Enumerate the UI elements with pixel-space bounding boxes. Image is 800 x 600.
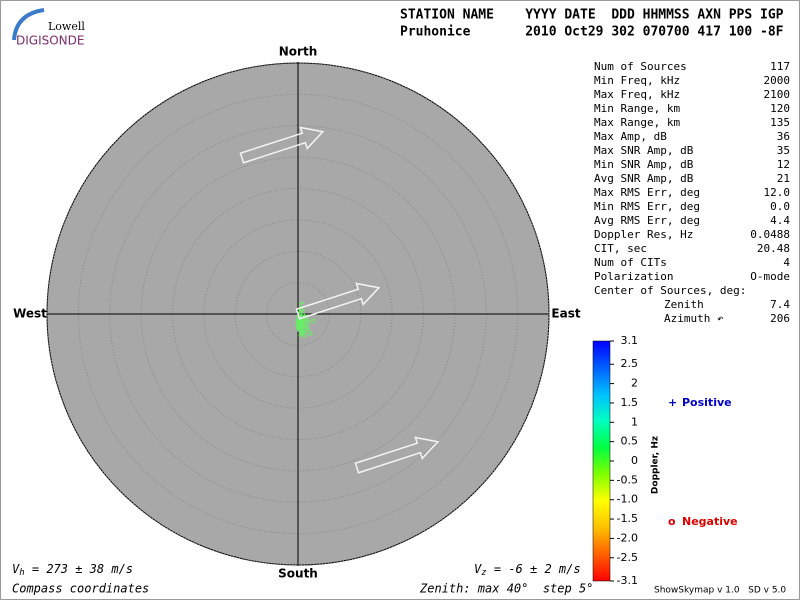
point-negative xyxy=(298,308,304,313)
point-negative xyxy=(302,332,307,338)
header-line: STATION NAME YYYY DATE DDD HHMMSS AXN PP… xyxy=(400,8,784,23)
velocity-arrows xyxy=(239,126,440,474)
point-negative xyxy=(296,318,301,324)
param-label: Num of CITs xyxy=(594,256,667,269)
param-label: Polarization xyxy=(594,270,673,283)
param-value: 20.48 xyxy=(757,242,790,255)
arrow xyxy=(239,126,325,164)
vz: Vz = -6 ± 2 m/s xyxy=(474,562,581,578)
param-value: 120 xyxy=(770,102,790,115)
colorbar: 3.1 2.5 2 1.5 1 0.5 0 -0.5 -1.0 -1.5 -2.0 -2.5 -3.1 D… xyxy=(592,334,738,587)
param-value: 0.0488 xyxy=(750,228,790,241)
center-title: Center of Sources, deg: xyxy=(594,284,746,297)
param-label: Min SNR Amp, dB xyxy=(594,158,694,171)
colorbar-tick-label: 2 xyxy=(631,377,638,390)
colorbar-tick-label: -2.5 xyxy=(617,551,638,564)
colorbar-tick-label: -1.0 xyxy=(617,493,638,506)
param-value: 135 xyxy=(770,116,790,129)
zenith-note: Zenith: max 40° step 5° xyxy=(419,582,593,596)
footer: ShowSkymap v 1.0 SD v 5.0 xyxy=(654,586,786,596)
param-value: 4.4 xyxy=(770,214,790,227)
arrow xyxy=(354,436,440,474)
param-value: 21 xyxy=(777,172,790,185)
point-negative xyxy=(296,327,302,332)
logo-swoosh xyxy=(12,8,45,41)
param-value: 12.0 xyxy=(764,186,791,199)
compass-label: East xyxy=(551,307,580,321)
param-label: Min Range, km xyxy=(594,102,680,115)
vz-subscript: z xyxy=(481,568,486,578)
colorbar-tick-label: -2.0 xyxy=(617,531,638,544)
point-negative xyxy=(308,331,313,336)
param-label: Avg SNR Amp, dB xyxy=(594,172,694,185)
arrow xyxy=(295,282,381,320)
legend-marker: o xyxy=(668,515,676,528)
param-value: 36 xyxy=(777,130,790,143)
param-label: Min RMS Err, deg xyxy=(594,200,700,213)
colorbar-tick-label: -0.5 xyxy=(617,473,638,486)
point-negative xyxy=(301,330,306,336)
compass-label: North xyxy=(279,45,317,59)
logo-top: Lowell xyxy=(48,20,85,33)
vh-symbol: V xyxy=(12,562,20,576)
logo-bottom: DIGISONDE xyxy=(16,34,84,48)
param-value: 0.0 xyxy=(770,200,790,213)
colorbar-tick-label: -3.1 xyxy=(617,574,638,587)
param-value: 35 xyxy=(777,144,790,157)
center-value: 206 xyxy=(770,312,790,325)
param-value: 12 xyxy=(777,158,790,171)
param-label: Avg RMS Err, deg xyxy=(594,214,700,227)
param-label: Doppler Res, Hz xyxy=(594,228,693,241)
vh-subscript: h xyxy=(19,568,24,578)
param-value: 2000 xyxy=(764,74,791,87)
colorbar-bar xyxy=(592,340,611,582)
legend-marker: + xyxy=(668,396,677,409)
legend-entry: Positive xyxy=(682,396,732,409)
colorbar-tick-label: 3.1 xyxy=(621,334,639,347)
param-value: O-mode xyxy=(750,270,790,283)
param-label: Min Freq, kHz xyxy=(594,74,680,87)
center-label: Azimuth ↶ xyxy=(664,312,724,325)
legend-entry: Negative xyxy=(682,515,738,528)
compass-label: South xyxy=(278,567,318,581)
param-value: 2100 xyxy=(764,88,791,101)
colorbar-label: Doppler, Hz xyxy=(651,436,661,494)
param-label: Max Range, km xyxy=(594,116,680,129)
param-label: Max Freq, kHz xyxy=(594,88,680,101)
header-line: Pruhonice 2010 Oct29 302 070700 417 100 … xyxy=(400,25,784,40)
center-label: Zenith xyxy=(664,298,704,311)
point-negative xyxy=(304,327,309,333)
colorbar-tick-label: 0 xyxy=(631,454,638,467)
param-label: CIT, sec xyxy=(594,242,647,255)
point-positive xyxy=(299,300,305,306)
coords-note: Compass coordinates xyxy=(12,582,149,596)
vz-text: = -6 ± 2 m/s xyxy=(487,562,581,576)
vh-text: = 273 ± 38 m/s xyxy=(25,562,133,576)
point-negative xyxy=(303,323,308,329)
param-label: Max RMS Err, deg xyxy=(594,186,700,199)
colorbar-tick-label: 0.5 xyxy=(621,435,639,448)
param-label: Max SNR Amp, dB xyxy=(594,144,694,157)
point-negative xyxy=(306,319,311,325)
colorbar-tick-label: 1.5 xyxy=(621,396,639,409)
colorbar-tick-label: 2.5 xyxy=(621,357,639,370)
colorbar-tick-label: -1.5 xyxy=(617,512,638,525)
parameters: Num of Sources 117 Min Freq, kHz 2000 Max Fr… xyxy=(594,60,790,325)
param-label: Max Amp, dB xyxy=(594,130,667,143)
param-label: Num of Sources xyxy=(594,60,687,73)
center-value: 7.4 xyxy=(770,298,790,311)
colorbar-tick-label: 1 xyxy=(631,415,638,428)
vz-symbol: V xyxy=(474,562,482,576)
param-value: 117 xyxy=(770,60,790,73)
vh: Vh = 273 ± 38 m/s xyxy=(12,562,133,578)
point-negative xyxy=(311,318,316,324)
param-value: 4 xyxy=(783,256,790,269)
compass-label: West xyxy=(13,307,47,321)
